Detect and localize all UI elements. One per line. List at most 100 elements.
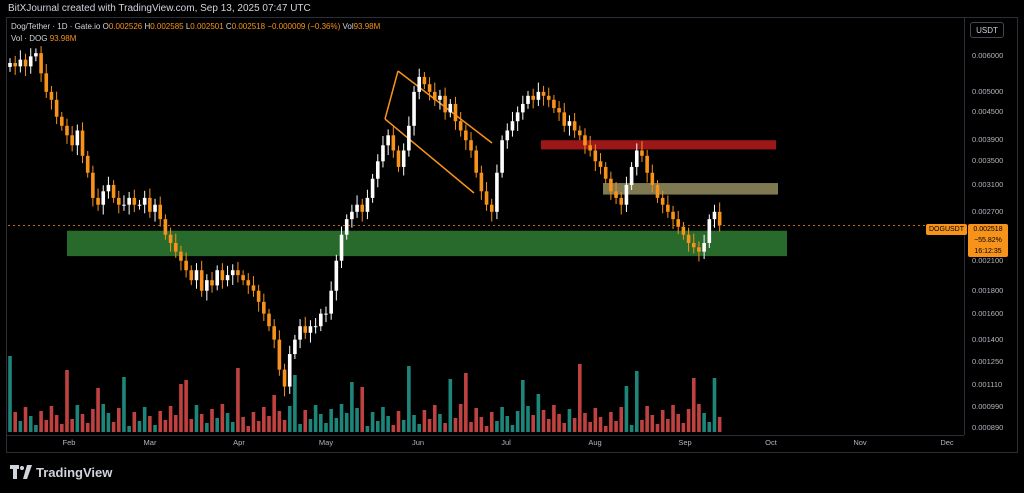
volume-bar xyxy=(251,412,256,432)
close-value: 0.002518 xyxy=(231,22,266,31)
volume-bar xyxy=(567,409,572,432)
candle-body xyxy=(91,172,95,198)
volume-bar xyxy=(702,413,706,432)
volume-bar xyxy=(396,411,401,432)
volume-indicator-label: Vol · DOG xyxy=(11,34,48,43)
volume-bar xyxy=(443,423,447,432)
candle-body xyxy=(474,150,478,173)
volume-bar xyxy=(91,409,95,432)
volume-bar xyxy=(85,423,90,432)
volume-bar xyxy=(697,404,701,432)
volume-bar xyxy=(479,417,484,432)
candle-body xyxy=(225,275,230,281)
candle-body xyxy=(702,243,706,252)
channel-left-edge xyxy=(384,70,399,120)
volume-bar xyxy=(293,375,297,432)
time-tick-label: Feb xyxy=(62,438,76,447)
candle-body xyxy=(505,130,510,141)
volume-bar xyxy=(277,411,282,432)
candle-body xyxy=(412,91,416,126)
candle-body xyxy=(407,125,411,151)
candle-body xyxy=(75,130,80,146)
candle-body xyxy=(189,270,194,281)
candle-body xyxy=(645,155,649,173)
candle-body xyxy=(148,197,152,212)
candle-body xyxy=(391,135,396,151)
volume-bar xyxy=(230,422,235,432)
volume-bar xyxy=(360,387,365,432)
volume-bar xyxy=(194,405,199,432)
price-tick-label: 0.002700 xyxy=(972,206,1004,216)
candle-body xyxy=(122,204,126,206)
candle-body xyxy=(417,76,422,92)
candle-body xyxy=(562,112,567,126)
volume-bar xyxy=(557,414,561,432)
candle-body xyxy=(365,197,370,212)
candle-body xyxy=(44,73,49,92)
volume-bar xyxy=(163,420,168,432)
candle-body xyxy=(215,270,219,286)
candle-body xyxy=(142,197,147,205)
volume-bar xyxy=(650,415,655,432)
volume-bar xyxy=(158,411,163,432)
candle-body xyxy=(101,191,106,205)
candle-body xyxy=(256,290,261,302)
volume-bar xyxy=(666,419,670,432)
candle-body xyxy=(438,95,442,100)
candle-body xyxy=(640,150,644,156)
candle-body xyxy=(106,184,111,192)
volume-bar xyxy=(324,423,328,432)
candle-body xyxy=(8,62,12,67)
volume-value: 93.98M xyxy=(353,22,381,31)
volume-bar xyxy=(603,426,608,432)
volume-bar xyxy=(329,409,333,432)
candle-body xyxy=(303,326,308,333)
volume-bar xyxy=(505,416,510,432)
candle-body xyxy=(251,285,256,291)
volume-bar xyxy=(267,416,271,432)
candle-body xyxy=(697,247,701,252)
volume-bar xyxy=(598,417,603,432)
candle-body xyxy=(236,270,240,276)
last-price-tag: 0.002518 −55.82% 16:12:35 xyxy=(968,224,1008,257)
candle-body xyxy=(521,103,525,113)
candle-body xyxy=(484,191,489,205)
volume-bar xyxy=(80,414,85,432)
candle-body xyxy=(277,339,282,370)
volume-bar xyxy=(298,424,302,432)
volume-bar xyxy=(469,422,473,432)
volume-bar xyxy=(495,421,499,432)
currency-button[interactable]: USDT xyxy=(970,22,1004,38)
volume-bar xyxy=(215,418,219,432)
candle-body xyxy=(80,130,85,156)
volume-bar xyxy=(541,410,546,432)
volume-bar xyxy=(199,414,204,432)
volume-bar xyxy=(634,371,639,432)
candle-body xyxy=(298,326,302,340)
candle-body xyxy=(500,140,504,173)
volume-bar xyxy=(44,420,49,432)
volume-bar xyxy=(412,415,416,432)
volume-bar xyxy=(417,424,422,432)
candle-body xyxy=(469,140,473,151)
candle-body xyxy=(671,211,675,220)
volume-bar xyxy=(256,421,261,432)
candle-body xyxy=(614,191,618,198)
volume-bar xyxy=(205,423,209,432)
volume-bar xyxy=(546,419,551,432)
volume-bar xyxy=(220,404,225,432)
volume-bar xyxy=(464,373,468,432)
volume-bar xyxy=(552,405,556,432)
candle-body xyxy=(370,178,375,198)
time-tick-label: Nov xyxy=(853,438,867,447)
volume-bar xyxy=(386,416,390,432)
candle-body xyxy=(168,234,173,244)
time-axis[interactable] xyxy=(6,435,964,454)
volume-bar xyxy=(515,411,520,432)
candle-body xyxy=(184,260,188,271)
volume-bar xyxy=(132,412,137,432)
volume-bar xyxy=(562,423,567,432)
price-tick-label: 0.003100 xyxy=(972,179,1004,189)
candle-body xyxy=(339,234,344,261)
